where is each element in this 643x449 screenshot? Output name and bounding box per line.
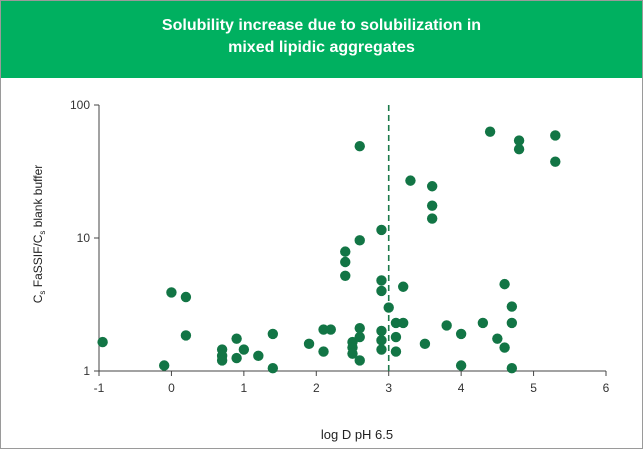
data-point [390,331,402,343]
data-point [376,344,387,355]
x-axis-label: log D pH 6.5 [321,427,393,442]
y-tick-label: 10 [77,231,91,245]
y-label-sub1: s [38,291,47,295]
data-point [513,144,525,155]
data-point [398,317,409,329]
data-point [340,270,351,281]
data-point [166,287,177,298]
data-point [455,360,467,371]
data-point [318,346,329,357]
x-tick-label: -1 [94,381,105,395]
data-point [340,246,351,257]
data-point [325,324,336,335]
data-point [376,224,387,236]
x-tick-label: 5 [530,381,537,395]
chart-title-line-2: mixed lipidic aggregates [228,39,415,56]
chart-title-line-1: Solubility increase due to solubilizatio… [161,17,482,34]
y-label-sub2: s [38,231,47,235]
data-point [441,320,452,331]
data-point [231,333,242,344]
data-point [376,285,387,297]
data-point [354,331,365,343]
x-tick-label: 0 [168,381,175,395]
data-point [499,342,510,353]
data-point [347,348,358,359]
data-point [267,362,279,374]
data-point [390,317,402,329]
data-point [513,135,525,146]
data-point [492,333,503,344]
y-axis-label: Cs FaSSIF/Cs blank buffer [31,165,47,304]
data-point [354,141,365,152]
data-points [97,126,561,374]
data-point [354,235,365,246]
data-point [398,281,409,292]
data-point [484,126,496,137]
y-label-mid: FaSSIF/C [31,234,45,290]
data-point [426,213,438,224]
data-point [499,278,510,290]
data-point [383,302,394,313]
data-point [506,301,518,312]
axes-layer: -1 0 1 2 3 4 5 6 1 10 100 [70,98,610,395]
x-tick-label: 2 [313,381,320,395]
y-label-c1: C [31,294,45,303]
data-point [550,130,561,141]
data-point [97,336,108,348]
data-point [238,344,250,355]
x-tick-label: 4 [458,381,465,395]
data-point [477,317,489,329]
data-point [318,324,329,335]
y-tick-label: 100 [70,98,90,112]
data-point [303,338,315,350]
data-point [506,317,518,329]
data-point [390,346,402,357]
data-point [253,350,264,362]
data-point [405,175,416,186]
data-point [231,352,242,364]
data-point [180,330,192,341]
data-point [216,355,228,366]
data-point [426,200,438,211]
title-banner: Solubility increase due to solubilizatio… [1,1,642,78]
data-point [158,360,170,371]
y-label-end: blank buffer [31,165,45,231]
data-point [354,355,365,366]
x-tick-label: 1 [241,381,248,395]
x-tick-label: 3 [385,381,392,395]
data-point [180,291,192,303]
data-point [455,328,467,340]
data-point [419,338,431,350]
axis-labels: Cs FaSSIF/Cs blank buffer log D pH 6.5 [31,165,393,442]
data-point [267,328,279,340]
data-point [340,256,351,268]
data-point [376,275,387,286]
data-point [376,335,387,346]
data-point [426,181,438,192]
data-point [506,362,518,374]
data-point [376,325,387,337]
data-point [354,322,365,334]
x-tick-label: 6 [603,381,610,395]
data-point [550,156,561,167]
y-tick-label: 1 [83,364,90,378]
